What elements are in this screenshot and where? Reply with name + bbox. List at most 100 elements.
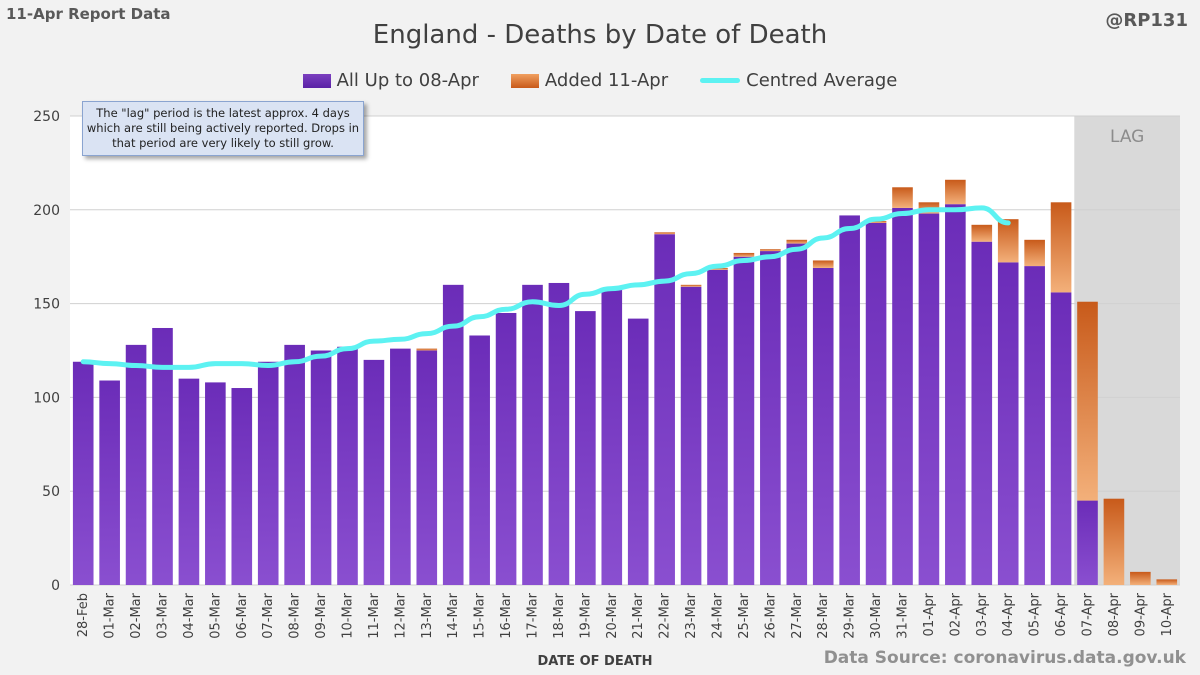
bar-existing — [469, 335, 490, 585]
bar-existing — [231, 388, 253, 585]
x-tick-label: 04-Apr — [1001, 592, 1016, 636]
bar-existing — [760, 251, 781, 585]
y-tick-label: 100 — [33, 390, 60, 406]
bar-added — [1130, 571, 1151, 585]
y-tick-label: 200 — [33, 203, 60, 219]
legend-label-added: Added 11-Apr — [544, 70, 669, 91]
bar-added — [1103, 498, 1125, 585]
bar-added — [760, 249, 781, 252]
bar-added — [1077, 301, 1098, 501]
x-tick-label: 08-Mar — [288, 592, 303, 638]
x-tick-label: 01-Mar — [103, 592, 118, 638]
bar-added — [680, 284, 702, 287]
bar-existing — [72, 361, 94, 585]
bar-added — [707, 267, 728, 270]
x-tick-label: 17-Mar — [526, 592, 541, 638]
x-tick-label: 26-Mar — [763, 592, 778, 638]
bar-existing — [310, 350, 332, 585]
centred-average-line — [80, 205, 1011, 370]
bar-added — [865, 221, 887, 223]
x-tick-label: 07-Apr — [1081, 592, 1096, 636]
y-tick-label: 50 — [42, 484, 60, 500]
report-date-label: 11-Apr Report Data — [6, 5, 171, 23]
x-tick-label: 18-Mar — [552, 592, 567, 638]
bar-existing — [548, 282, 570, 585]
lag-annotation: The "lag" period is the latest approx. 4… — [82, 101, 364, 156]
x-tick-label: 04-Mar — [182, 592, 197, 638]
bar-existing — [337, 346, 358, 585]
x-tick-label: 25-Mar — [737, 592, 752, 638]
bar-existing — [601, 288, 623, 585]
x-tick-label: 30-Mar — [869, 592, 884, 638]
bar-added — [654, 232, 675, 235]
bar-added — [1050, 202, 1072, 293]
y-tick-label: 250 — [33, 109, 60, 125]
x-tick-label: 02-Mar — [129, 592, 144, 638]
bar-existing — [363, 359, 385, 585]
x-tick-label: 20-Mar — [605, 592, 620, 638]
bar-existing — [522, 284, 543, 585]
x-axis-title: DATE OF DEATH — [537, 654, 652, 669]
bar-existing — [152, 327, 173, 585]
x-tick-label: 15-Mar — [473, 592, 488, 638]
x-tick-label: 13-Mar — [420, 592, 435, 638]
legend-item-added: Added 11-Apr — [510, 70, 669, 91]
x-tick-label: 12-Mar — [393, 592, 408, 638]
legend-item-existing: All Up to 08-Apr — [302, 70, 479, 91]
x-tick-label: 28-Mar — [816, 592, 831, 638]
x-tick-label: 27-Mar — [790, 592, 805, 638]
bar-added — [416, 348, 438, 351]
bar-added — [997, 219, 1019, 263]
bar-existing — [575, 311, 596, 585]
x-tick-label: 03-Mar — [156, 592, 171, 638]
x-tick-label: 19-Mar — [578, 592, 593, 638]
bar-existing — [1024, 266, 1045, 585]
bar-existing — [971, 241, 993, 585]
x-tick-label: 05-Mar — [208, 592, 223, 638]
bar-existing — [99, 380, 120, 585]
bar-existing — [680, 286, 702, 585]
x-tick-label: 05-Apr — [1028, 592, 1043, 636]
bar-existing — [918, 213, 940, 585]
bar-existing — [865, 222, 887, 585]
bar-existing — [627, 318, 649, 585]
legend-item-average: Centred Average — [700, 70, 897, 91]
chart-title: England - Deaths by Date of Death — [372, 20, 828, 50]
x-tick-label: 08-Apr — [1107, 592, 1122, 636]
x-tick-label: 28-Feb — [76, 593, 91, 637]
bar-existing — [839, 215, 860, 586]
bar-existing — [997, 262, 1019, 585]
legend-swatch-purple — [302, 73, 331, 88]
bar-existing — [654, 234, 675, 586]
x-tick-label: 22-Mar — [658, 592, 673, 638]
y-tick-label: 150 — [33, 297, 60, 313]
bar-existing — [1050, 292, 1072, 585]
bar-existing — [178, 378, 200, 585]
x-tick-label: 01-Apr — [922, 592, 937, 636]
x-tick-label: 03-Apr — [975, 592, 990, 636]
bar-added — [1156, 579, 1178, 585]
bar-existing — [390, 348, 411, 585]
bar-existing — [205, 382, 226, 585]
x-tick-label: 02-Apr — [948, 592, 963, 636]
x-tick-label: 11-Mar — [367, 592, 382, 638]
x-tick-label: 07-Mar — [261, 592, 276, 638]
bar-existing — [495, 312, 517, 585]
x-tick-label: 10-Mar — [341, 592, 356, 638]
plot-area — [70, 116, 1180, 585]
data-source-label: Data Source: coronavirus.data.gov.uk — [823, 648, 1186, 668]
bar-added — [786, 239, 808, 244]
bar-added — [733, 252, 755, 257]
bar-existing — [892, 207, 913, 585]
bar-existing — [442, 284, 464, 585]
x-tick-label: 09-Mar — [314, 592, 329, 638]
x-tick-label: 09-Apr — [1133, 592, 1148, 636]
x-tick-label: 23-Mar — [684, 592, 699, 638]
bar-added — [1024, 239, 1045, 267]
bar-existing — [945, 204, 966, 585]
legend-swatch-orange — [510, 73, 539, 88]
bar-existing — [707, 269, 728, 585]
x-tick-label: 14-Mar — [446, 592, 461, 638]
bar-existing — [812, 267, 834, 585]
